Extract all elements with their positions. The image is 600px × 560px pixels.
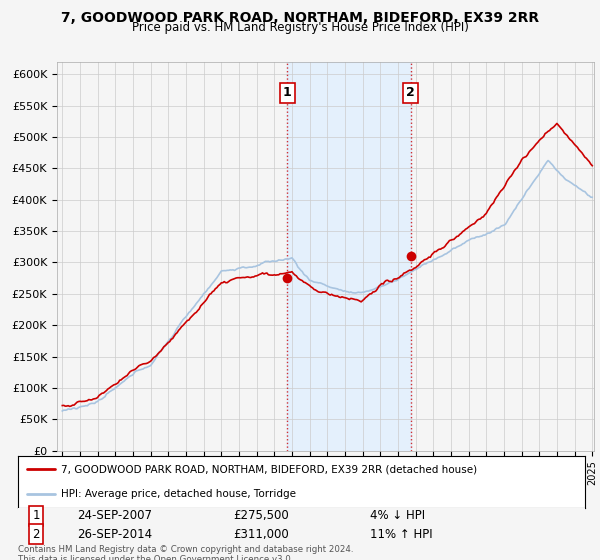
Text: 2: 2 <box>406 86 415 100</box>
Text: 2: 2 <box>32 528 40 540</box>
Text: 7, GOODWOOD PARK ROAD, NORTHAM, BIDEFORD, EX39 2RR: 7, GOODWOOD PARK ROAD, NORTHAM, BIDEFORD… <box>61 11 539 25</box>
Text: 7, GOODWOOD PARK ROAD, NORTHAM, BIDEFORD, EX39 2RR (detached house): 7, GOODWOOD PARK ROAD, NORTHAM, BIDEFORD… <box>61 464 476 474</box>
Text: £275,500: £275,500 <box>233 510 289 522</box>
Text: 26-SEP-2014: 26-SEP-2014 <box>77 528 152 540</box>
Text: Price paid vs. HM Land Registry's House Price Index (HPI): Price paid vs. HM Land Registry's House … <box>131 21 469 34</box>
Text: 24-SEP-2007: 24-SEP-2007 <box>77 510 152 522</box>
Text: 1: 1 <box>283 86 292 100</box>
Text: 1: 1 <box>32 510 40 522</box>
Text: HPI: Average price, detached house, Torridge: HPI: Average price, detached house, Torr… <box>61 489 296 500</box>
Text: Contains HM Land Registry data © Crown copyright and database right 2024.
This d: Contains HM Land Registry data © Crown c… <box>18 545 353 560</box>
Text: £311,000: £311,000 <box>233 528 289 540</box>
Bar <box>287 62 411 451</box>
Text: 11% ↑ HPI: 11% ↑ HPI <box>370 528 432 540</box>
Text: 4% ↓ HPI: 4% ↓ HPI <box>370 510 425 522</box>
